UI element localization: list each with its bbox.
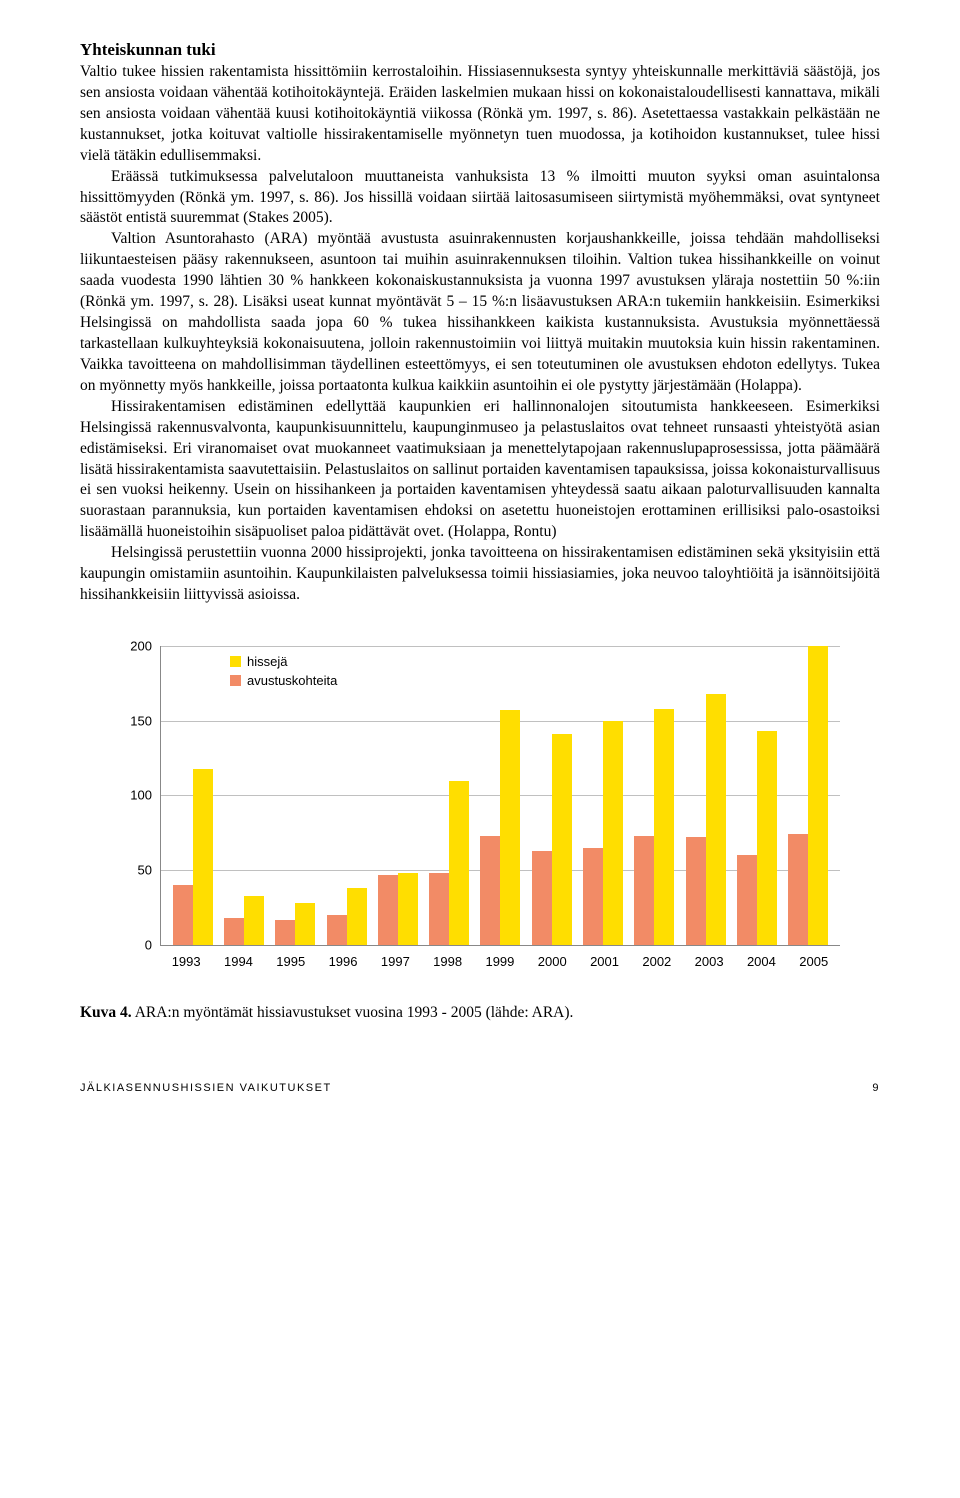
bar-group [686,646,726,945]
legend-label: hissejä [247,654,287,669]
bar [347,888,367,945]
bar [532,851,552,945]
y-axis-label: 100 [110,788,152,803]
paragraph: Helsingissä perustettiin vuonna 2000 his… [80,543,880,606]
bar-group [480,646,520,945]
bar [398,873,418,945]
figure-caption: Kuva 4. ARA:n myöntämät hissiavustukset … [80,1004,880,1022]
bar [327,915,347,945]
bar-group [737,646,777,945]
x-axis-label: 2005 [799,954,828,976]
caption-text: ARA:n myöntämät hissiavustukset vuosina … [132,1004,574,1021]
y-axis-label: 0 [110,937,152,952]
x-axis-label: 1993 [172,954,201,976]
bar [654,709,674,945]
bar [583,848,603,945]
bar [757,731,777,945]
bar [429,873,449,945]
x-axis-label: 1994 [224,954,253,976]
bar-group [378,646,418,945]
page-number: 9 [872,1082,880,1094]
x-axis-label: 2000 [538,954,567,976]
caption-label: Kuva 4. [80,1004,132,1021]
footer-title: JÄLKIASENNUSHISSIEN VAIKUTUKSET [80,1082,332,1094]
bar [808,646,828,945]
section-heading: Yhteiskunnan tuki [80,40,880,60]
bar [788,834,808,945]
paragraph: Valtio tukee hissien rakentamista hissit… [80,62,880,167]
bar-group [173,646,213,945]
x-axis-label: 1995 [276,954,305,976]
chart-container: 0 50 100 150 200 1993 1994 1995 1996 1997 1998 1999… [80,636,880,986]
x-axis-label: 2004 [747,954,776,976]
paragraph: Valtion Asuntorahasto (ARA) myöntää avus… [80,229,880,396]
bar [275,920,295,945]
bar [552,734,572,945]
x-axis-label: 2001 [590,954,619,976]
bar-group [788,646,828,945]
bar [173,885,193,945]
paragraph: Hissirakentamisen edistäminen edellyttää… [80,397,880,543]
x-axis-label: 1999 [485,954,514,976]
legend: hissejä avustuskohteita [230,654,337,692]
bar [378,875,398,945]
bar [634,836,654,945]
bar [737,855,757,945]
legend-label: avustuskohteita [247,673,337,688]
legend-item: hissejä [230,654,337,669]
bar-group [583,646,623,945]
y-axis-label: 50 [110,863,152,878]
bar-group [532,646,572,945]
legend-swatch [230,656,241,667]
x-axis-label: 2003 [695,954,724,976]
bar [603,721,623,945]
bar [449,781,469,945]
bar [686,837,706,945]
bar [193,769,213,945]
x-axis-label: 1996 [329,954,358,976]
bar [244,896,264,945]
bar [500,710,520,945]
y-axis-label: 200 [110,638,152,653]
bar [224,918,244,945]
x-axis-label: 1997 [381,954,410,976]
bar [706,694,726,945]
bar [480,836,500,945]
x-axis: 1993 1994 1995 1996 1997 1998 1999 2000 2001 2002… [160,954,840,976]
legend-swatch [230,675,241,686]
x-axis-label: 1998 [433,954,462,976]
legend-item: avustuskohteita [230,673,337,688]
bar-group [429,646,469,945]
y-axis-label: 150 [110,713,152,728]
paragraph: Eräässä tutkimuksessa palvelutaloon muut… [80,167,880,230]
bar-group [634,646,674,945]
bar [295,903,315,945]
x-axis-label: 2002 [642,954,671,976]
